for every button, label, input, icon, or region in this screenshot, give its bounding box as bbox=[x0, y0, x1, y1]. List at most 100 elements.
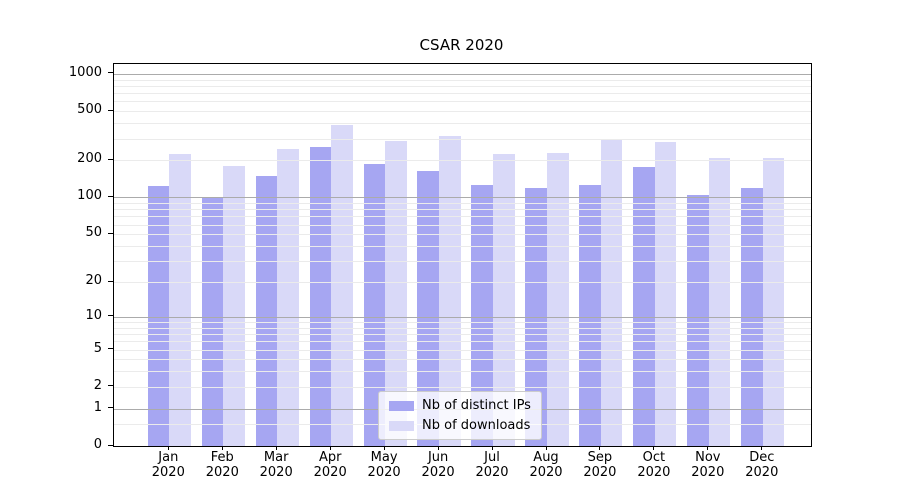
x-tick-label-oct: Oct 2020 bbox=[624, 450, 684, 480]
gridline-major-10 bbox=[114, 316, 811, 318]
x-tick-mark-jun bbox=[437, 445, 439, 450]
x-tick-label-sep: Sep 2020 bbox=[570, 450, 630, 480]
y-tick-mark-0 bbox=[108, 444, 113, 446]
y-tick-label-50: 50 bbox=[85, 225, 102, 241]
gridline-minor-7 bbox=[114, 334, 811, 335]
x-tick-year-jul: 2020 bbox=[475, 465, 509, 480]
gridline-minor-400 bbox=[114, 123, 811, 125]
x-tick-year-dec: 2020 bbox=[745, 465, 779, 480]
gridline-minor-3 bbox=[114, 371, 811, 373]
x-tick-month-may: May bbox=[370, 450, 398, 465]
gridline-minor-200 bbox=[114, 160, 811, 162]
y-tick-mark-50 bbox=[108, 232, 113, 234]
gridline-minor-20 bbox=[114, 282, 811, 283]
legend-swatch-distinct-ips bbox=[389, 400, 414, 411]
bar-distinct-ips-jan bbox=[147, 185, 170, 446]
x-tick-year-may: 2020 bbox=[367, 465, 401, 480]
gridline-minor-5 bbox=[114, 349, 811, 351]
x-tick-month-feb: Feb bbox=[210, 450, 234, 465]
gridline-minor-40 bbox=[114, 245, 811, 247]
x-tick-month-dec: Dec bbox=[749, 450, 775, 465]
y-tick-mark-1 bbox=[108, 407, 113, 409]
x-tick-month-jul: Jul bbox=[484, 450, 500, 465]
y-tick-label-1: 1 bbox=[93, 399, 102, 415]
y-tick-mark-100 bbox=[108, 195, 113, 197]
x-tick-month-oct: Oct bbox=[642, 450, 666, 465]
bar-downloads-jun bbox=[439, 135, 461, 446]
bar-distinct-ips-jul bbox=[471, 184, 493, 446]
gridline-minor-500 bbox=[114, 111, 811, 113]
y-tick-mark-500 bbox=[108, 109, 113, 111]
x-tick-label-apr: Apr 2020 bbox=[300, 450, 360, 480]
x-tick-month-apr: Apr bbox=[318, 450, 342, 465]
y-tick-label-100: 100 bbox=[77, 188, 102, 204]
bar-downloads-oct bbox=[654, 141, 677, 446]
x-tick-year-oct: 2020 bbox=[637, 465, 671, 480]
y-tick-label-200: 200 bbox=[77, 151, 102, 167]
gridline-minor-6 bbox=[114, 341, 811, 343]
y-tick-mark-200 bbox=[108, 158, 113, 160]
bar-downloads-jan bbox=[169, 153, 191, 446]
gridline-minor-2 bbox=[114, 386, 811, 388]
bar-downloads-aug bbox=[547, 152, 569, 446]
gridline-minor-60 bbox=[114, 224, 811, 226]
bar-distinct-ips-nov bbox=[687, 194, 709, 446]
gridline-minor-8 bbox=[114, 327, 811, 329]
bar-distinct-ips-sep bbox=[579, 184, 601, 446]
bar-downloads-sep bbox=[600, 139, 623, 446]
x-tick-year-nov: 2020 bbox=[691, 465, 725, 480]
x-tick-label-feb: Feb 2020 bbox=[192, 450, 252, 480]
x-tick-mark-mar bbox=[275, 445, 277, 450]
x-tick-mark-jan bbox=[167, 445, 169, 450]
bar-downloads-dec bbox=[762, 158, 785, 446]
x-tick-year-jan: 2020 bbox=[151, 465, 185, 480]
x-tick-mark-aug bbox=[545, 445, 547, 450]
x-tick-month-sep: Sep bbox=[587, 450, 613, 465]
legend-item-distinct-ips: Nb of distinct IPs bbox=[389, 398, 531, 413]
legend-label-distinct-ips: Nb of distinct IPs bbox=[422, 398, 531, 413]
y-tick-label-10: 10 bbox=[85, 307, 102, 323]
gridline-minor-90 bbox=[114, 203, 811, 204]
x-tick-label-dec: Dec 2020 bbox=[732, 450, 792, 480]
x-tick-label-mar: Mar 2020 bbox=[246, 450, 306, 480]
chart-title: CSAR 2020 bbox=[419, 36, 504, 54]
bar-downloads-apr bbox=[331, 125, 353, 446]
x-tick-label-nov: Nov 2020 bbox=[678, 450, 738, 480]
x-tick-month-nov: Nov bbox=[695, 450, 721, 465]
plot-area: Nb of distinct IPs Nb of downloads bbox=[113, 63, 812, 447]
x-tick-label-jun: Jun 2020 bbox=[408, 450, 468, 480]
bar-distinct-ips-dec bbox=[741, 187, 763, 446]
x-tick-mark-feb bbox=[221, 445, 223, 450]
bar-downloads-feb bbox=[223, 165, 245, 446]
x-tick-year-feb: 2020 bbox=[205, 465, 239, 480]
legend-item-downloads: Nb of downloads bbox=[389, 418, 531, 433]
gridline-minor-900 bbox=[114, 79, 811, 81]
y-tick-label-20: 20 bbox=[85, 273, 102, 288]
bar-distinct-ips-jun bbox=[417, 171, 439, 446]
x-tick-year-jun: 2020 bbox=[421, 465, 455, 480]
gridline-minor-50 bbox=[114, 234, 811, 236]
bar-distinct-ips-apr bbox=[309, 147, 332, 446]
bar-downloads-nov bbox=[708, 158, 731, 446]
gridline-minor-70 bbox=[114, 216, 811, 218]
x-tick-month-mar: Mar bbox=[263, 450, 289, 465]
bar-distinct-ips-aug bbox=[525, 187, 547, 446]
y-tick-label-2: 2 bbox=[93, 377, 102, 393]
y-tick-label-1000: 1000 bbox=[68, 64, 102, 80]
x-tick-mark-nov bbox=[707, 445, 709, 450]
x-tick-mark-sep bbox=[599, 445, 601, 450]
gridline-minor-800 bbox=[114, 85, 811, 87]
x-tick-mark-oct bbox=[653, 445, 655, 450]
x-tick-mark-may bbox=[383, 445, 385, 450]
y-tick-mark-1000 bbox=[108, 72, 113, 74]
y-tick-label-5: 5 bbox=[93, 340, 102, 356]
x-tick-year-sep: 2020 bbox=[583, 465, 617, 480]
gridline-minor-4 bbox=[114, 359, 811, 361]
bar-distinct-ips-oct bbox=[633, 166, 655, 446]
x-tick-mark-jul bbox=[491, 445, 493, 450]
x-tick-month-jan: Jan bbox=[158, 450, 179, 465]
gridline-minor-9 bbox=[114, 322, 811, 323]
gridline-minor-700 bbox=[114, 93, 811, 94]
x-tick-month-jun: Jun bbox=[427, 450, 449, 465]
